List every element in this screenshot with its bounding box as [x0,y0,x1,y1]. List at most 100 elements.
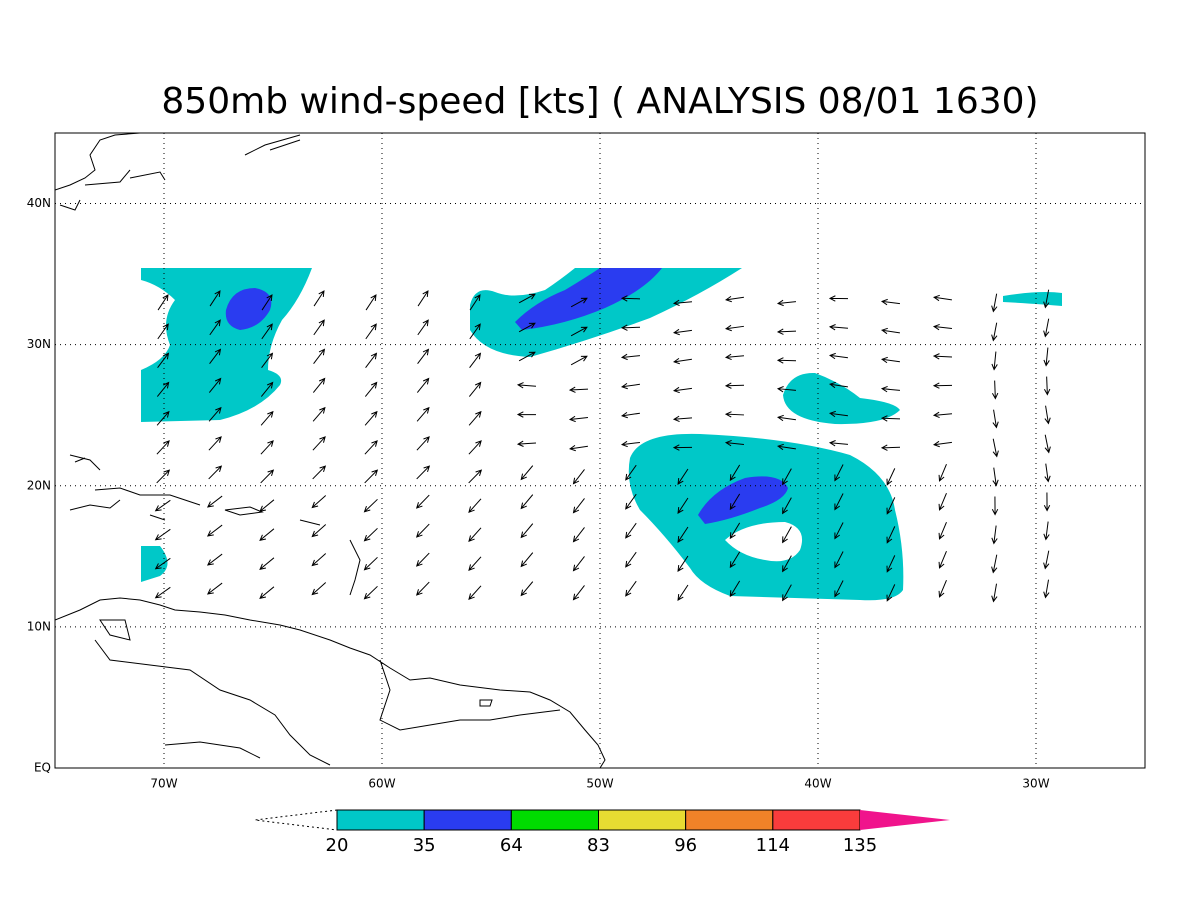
wind-arrow [991,351,998,371]
wind-arrow [881,327,900,335]
wind-arrow [1043,289,1050,309]
wind-arrow [154,557,171,570]
wind-arrow [156,469,171,484]
contour-20 [141,268,312,422]
wind-arrow [880,385,901,393]
wind-arrow [886,497,896,515]
wind-arrow [261,352,274,369]
wind-arrow [312,436,326,451]
contour-20 [1003,292,1062,306]
wind-arrow [729,493,741,511]
wind-arrow [157,294,169,311]
title: 850mb wind-speed [kts] ( ANALYSIS 08/01 … [161,81,1038,122]
wind-arrow [208,377,222,393]
wind-speed-contours [141,268,1062,601]
wind-arrow [932,382,953,389]
wind-arrow [364,440,378,455]
colorbar-segment [423,809,512,831]
wind-arrow [570,326,588,337]
coastline [55,597,606,768]
wind-arrow [570,297,588,308]
wind-arrow [312,465,327,480]
wind-arrow [620,382,640,390]
wind-arrow [363,556,378,571]
wind-arrow [932,323,952,331]
wind-arrow [365,323,377,340]
wind-arrow [991,583,998,603]
wind-arrow [991,525,998,545]
wind-arrow [1044,463,1051,483]
wind-arrow [886,555,896,573]
coastlines [55,133,606,768]
wind-arrow [782,584,792,602]
wind-arrow [886,526,896,544]
wind-arrow [154,499,171,512]
wind-arrow [259,499,275,512]
wind-arrow [672,415,693,423]
wind-arrow [363,527,378,542]
wind-arrow [416,465,431,480]
wind-arrow [209,319,221,336]
wind-arrow [886,468,896,486]
contour-20 [470,268,742,357]
wind-arrow [724,324,744,332]
y-tick-label: EQ [34,761,51,775]
wind-arrow [777,443,796,451]
wind-arrow [311,553,327,567]
wind-arrow [568,415,588,423]
y-tick-label: 10N [27,619,51,633]
wind-arrow [620,324,641,331]
wind-arrow [992,467,999,487]
x-tick-label: 70W [150,777,177,791]
x-tick-label: 50W [586,777,613,791]
wind-arrow [724,382,745,389]
wind-arrow [620,353,641,361]
contour-hole [725,522,803,562]
wind-arrow [468,498,482,514]
wind-arrow [938,522,947,540]
wind-arrow [880,415,901,422]
wind-arrow [417,290,429,307]
wind-arrow [520,581,534,597]
wind-arrow [520,552,534,568]
wind-arrow [625,464,637,481]
contour-35 [515,268,662,330]
wind-arrow [932,411,953,419]
wind-arrow [156,410,170,426]
wind-arrow [416,377,430,393]
wind-arrow [363,585,378,600]
wind-arrow [782,555,792,573]
wind-arrow [625,580,637,597]
wind-arrow [932,440,952,448]
wind-arrow [724,411,745,418]
wind-arrow [516,382,537,389]
wind-arrow [1043,492,1051,512]
wind-arrow [260,381,274,397]
wind-arrow [569,444,588,452]
wind-arrow [724,353,745,361]
wind-arrow [416,406,430,422]
colorbar-segment [510,809,600,831]
wind-arrow [417,319,429,336]
wind-arrow [468,527,482,543]
wind-arrow [932,353,953,360]
wind-arrow [620,295,641,302]
wind-arrow [469,323,481,340]
wind-arrow [208,465,223,480]
wind-arrow [677,584,689,601]
wind-arrow [1044,434,1051,454]
wind-arrow [311,495,327,509]
wind-arrow [208,436,222,451]
wind-arrow [673,357,692,365]
wind-arrow [417,348,430,365]
coastline [55,133,301,211]
colorbar-label: 96 [674,835,697,856]
wind-arrow [991,496,999,516]
wind-arrow [469,294,481,311]
wind-arrow [365,294,377,311]
wind-arrow [570,355,588,366]
wind-arrow [260,469,275,484]
wind-arrow [1043,550,1050,570]
wind-arrow [677,468,689,485]
